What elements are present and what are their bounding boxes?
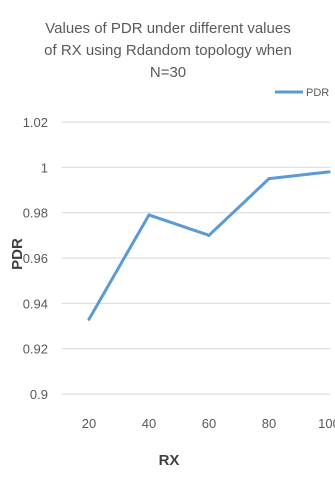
x-tick-label: 40 [142,416,156,431]
chart-title-line: Values of PDR under different values [45,20,290,37]
y-tick-labels: 0.9 0.92 0.94 0.96 0.98 1 1.02 [23,115,48,402]
x-tick-label: 60 [202,416,216,431]
series-lines [87,170,331,321]
x-tick-label: 100 [318,416,335,431]
gridlines [62,121,330,395]
y-tick-label: 1.02 [23,115,48,130]
data-point [147,213,151,217]
y-tick-label: 0.92 [23,342,48,357]
data-point [87,317,91,321]
y-axis-title: PDR [9,238,26,270]
y-tick-label: 0.94 [23,296,48,311]
data-point [267,177,271,181]
y-tick-label: 1 [41,160,48,175]
y-tick-label: 0.98 [23,206,48,221]
y-tick-label: 0.96 [23,251,48,266]
legend: PDR [275,87,329,99]
y-tick-label: 0.9 [30,387,48,402]
x-tick-label: 80 [262,416,276,431]
x-tick-label: 20 [82,416,96,431]
series-line-pdr [87,170,331,321]
x-axis-title: RX [159,452,180,469]
legend-label: PDR [306,87,329,99]
x-tick-labels: 20 40 60 80 100 [82,416,335,431]
data-point [207,233,211,237]
chart-title: Values of PDR under different values of R… [44,20,292,81]
chart-title-line: N=30 [150,64,186,81]
chart-title-line: of RX using Rdandom topology when [44,42,292,59]
data-point [327,170,331,174]
